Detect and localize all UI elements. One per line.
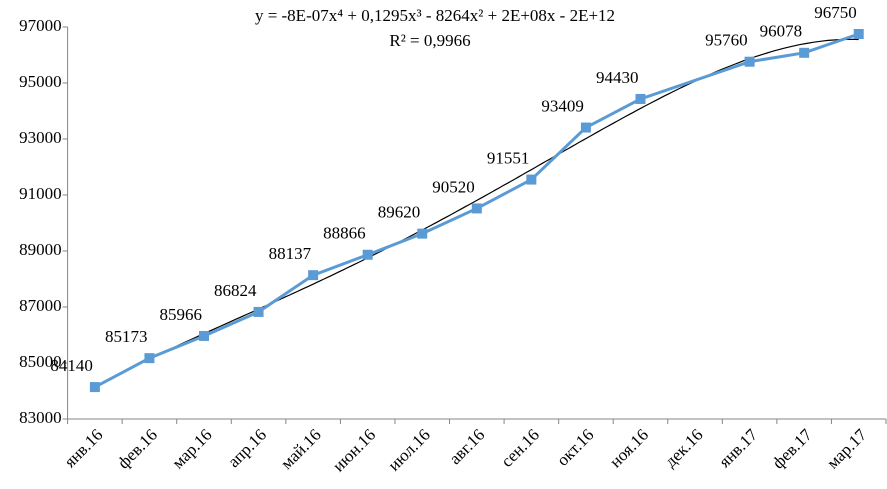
marker	[362, 249, 373, 260]
y-tick-label: 91000	[19, 184, 62, 203]
trendline-equation: y = -8E-07x⁴ + 0,1295x³ - 8264x² + 2E+08…	[255, 6, 615, 25]
marker	[308, 270, 319, 281]
data-label: 94430	[596, 68, 639, 87]
marker	[471, 203, 482, 214]
y-tick-label: 93000	[19, 128, 62, 147]
marker	[417, 228, 428, 239]
marker	[853, 29, 864, 39]
y-tick-label: 95000	[19, 72, 62, 91]
x-tick-label: мар.17	[823, 425, 871, 473]
y-tick-label: 89000	[19, 240, 62, 259]
x-tick-label: фев.17	[768, 425, 816, 473]
y-tick-label: 97000	[19, 16, 62, 35]
marker	[635, 93, 646, 104]
x-tick-label: ноя.16	[606, 425, 652, 471]
marker	[199, 330, 209, 341]
x-tick-label: янв.17	[715, 425, 761, 471]
y-tick-label: 83000	[19, 408, 62, 427]
y-tick-label: 85000	[19, 352, 62, 371]
marker	[526, 174, 537, 185]
data-label: 88137	[269, 244, 312, 263]
data-label: 93409	[541, 96, 584, 115]
data-label: 89620	[378, 203, 421, 222]
x-tick-label: июл.16	[384, 425, 434, 475]
marker	[144, 353, 155, 364]
data-label: 91551	[487, 148, 530, 167]
x-tick-label: сен.16	[497, 425, 543, 471]
data-label: 84140	[50, 356, 93, 375]
x-tick-label: окт.16	[553, 425, 598, 470]
data-label: 96750	[814, 3, 857, 22]
data-label: 95760	[705, 31, 748, 50]
marker	[89, 382, 100, 393]
data-label: 86824	[214, 281, 257, 300]
x-tick-label: янв.16	[60, 425, 106, 471]
marker	[253, 306, 264, 317]
y-tick-label: 87000	[19, 296, 62, 315]
series-line	[94, 32, 860, 389]
trendline	[94, 38, 859, 388]
x-tick-label: дек.16	[661, 425, 707, 471]
x-tick-label: июн.16	[329, 425, 379, 475]
data-label: 85966	[160, 305, 203, 324]
x-tick-label: фев.16	[114, 425, 161, 472]
data-label: 96078	[760, 22, 803, 41]
data-label: 90520	[432, 177, 475, 196]
marker	[580, 122, 591, 133]
marker	[799, 47, 810, 58]
marker	[744, 56, 755, 67]
x-tick-label: мар.16	[168, 425, 215, 472]
x-tick-label: май.16	[277, 425, 325, 473]
trendline-r-squared: R² = 0,9966	[389, 31, 470, 50]
data-label: 85173	[105, 327, 148, 346]
x-tick-label: апр.16	[224, 425, 270, 471]
x-tick-label: авг.16	[445, 425, 488, 468]
data-label: 88866	[323, 224, 366, 243]
